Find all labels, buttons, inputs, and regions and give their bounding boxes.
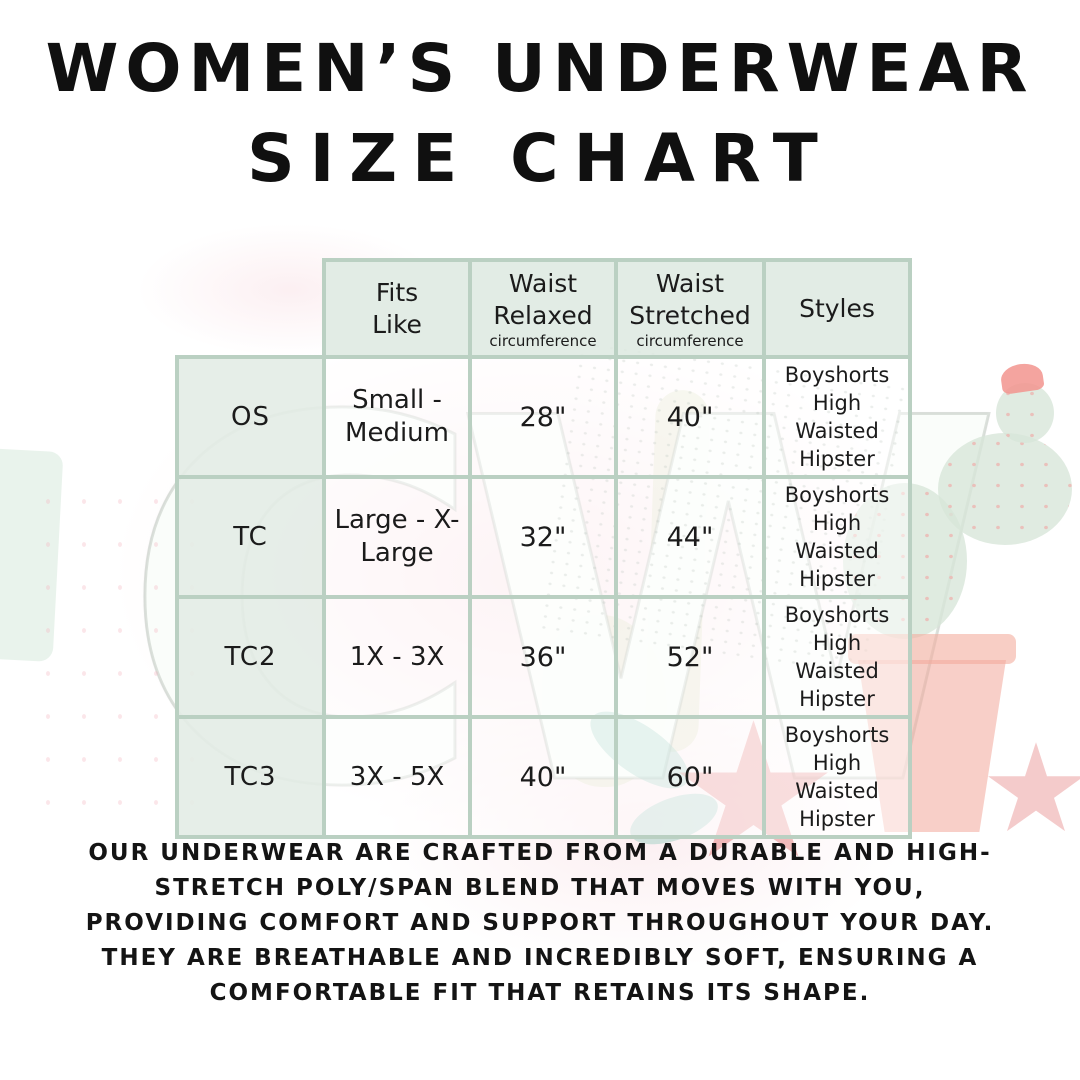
style-item: Boyshorts <box>784 363 890 387</box>
page-title: WOMEN’S UNDERWEAR SIZE CHART <box>0 30 1080 198</box>
fits-like-value: 3X - 5X <box>322 715 472 839</box>
fits-like-value: 1X - 3X <box>322 595 472 719</box>
description-line: COMFORTABLE FIT THAT RETAINS ITS SHAPE. <box>209 980 871 1006</box>
header-row: Fits Like Waist Relaxed circumference Wa… <box>177 258 912 359</box>
header-label: Like <box>372 309 422 339</box>
header-styles: Styles <box>762 258 912 359</box>
waist-stretched-value: 60" <box>614 715 766 839</box>
style-item: High Waisted <box>795 631 879 683</box>
header-sub-label: circumference <box>636 331 744 350</box>
description-line: OUR UNDERWEAR ARE CRAFTED FROM A DURABLE… <box>88 840 992 866</box>
hibiscus-flower <box>988 742 1080 832</box>
header-label: Fits <box>375 277 419 307</box>
table-row-tc3: TC3 3X - 5X 40" 60" Boyshorts High Waist… <box>175 715 912 839</box>
description: OUR UNDERWEAR ARE CRAFTED FROM A DURABLE… <box>0 836 1080 1011</box>
waist-stretched-value: 52" <box>614 595 766 719</box>
size-label: TC2 <box>175 595 326 719</box>
cactus-pad <box>938 433 1072 545</box>
styles-value: Boyshorts High Waisted Hipster <box>762 595 912 719</box>
header-label: Waist <box>655 268 725 298</box>
cactus-pad <box>996 383 1054 443</box>
style-item: Hipster <box>799 687 875 711</box>
header-fits-like: Fits Like <box>322 258 472 359</box>
table-row-os: OS Small - Medium 28" 40" Boyshorts High… <box>175 355 912 479</box>
style-item: Hipster <box>799 567 875 591</box>
header-label: Stretched <box>629 300 751 330</box>
style-item: Hipster <box>799 447 875 471</box>
table-row-tc: TC Large - X-Large 32" 44" Boyshorts Hig… <box>175 475 912 599</box>
description-line: STRETCH POLY/SPAN BLEND THAT MOVES WITH … <box>154 875 926 901</box>
style-item: High Waisted <box>795 511 879 563</box>
size-label: TC <box>175 475 326 599</box>
cactus-flower <box>999 361 1045 395</box>
title-line-2: SIZE CHART <box>247 120 833 197</box>
style-item: Boyshorts <box>784 723 890 747</box>
size-table: Fits Like Waist Relaxed circumference Wa… <box>175 258 912 839</box>
header-label: Styles <box>799 293 875 323</box>
waist-relaxed-value: 28" <box>468 355 618 479</box>
waist-relaxed-value: 36" <box>468 595 618 719</box>
style-item: High Waisted <box>795 391 879 443</box>
description-line: THEY ARE BREATHABLE AND INCREDIBLY SOFT,… <box>101 945 979 971</box>
waist-stretched-value: 40" <box>614 355 766 479</box>
header-waist-relaxed: Waist Relaxed circumference <box>468 258 618 359</box>
size-label: OS <box>175 355 326 479</box>
table-row-tc2: TC2 1X - 3X 36" 52" Boyshorts High Waist… <box>175 595 912 719</box>
style-item: Boyshorts <box>784 483 890 507</box>
size-label: TC3 <box>175 715 326 839</box>
styles-value: Boyshorts High Waisted Hipster <box>762 475 912 599</box>
waist-stretched-value: 44" <box>614 475 766 599</box>
header-label: Relaxed <box>493 300 593 330</box>
style-item: High Waisted <box>795 751 879 803</box>
fits-like-value: Large - X-Large <box>322 475 472 599</box>
waist-relaxed-value: 32" <box>468 475 618 599</box>
header-waist-stretched: Waist Stretched circumference <box>614 258 766 359</box>
title-line-1: WOMEN’S UNDERWEAR <box>45 30 1035 107</box>
styles-value: Boyshorts High Waisted Hipster <box>762 355 912 479</box>
style-item: Boyshorts <box>784 603 890 627</box>
empty-corner-cell <box>177 260 324 357</box>
waist-relaxed-value: 40" <box>468 715 618 839</box>
fits-like-value: Small - Medium <box>322 355 472 479</box>
description-line: PROVIDING COMFORT AND SUPPORT THROUGHOUT… <box>85 910 995 936</box>
styles-value: Boyshorts High Waisted Hipster <box>762 715 912 839</box>
mint-smudge <box>0 448 64 662</box>
style-item: Hipster <box>799 807 875 831</box>
header-label: Waist <box>508 268 578 298</box>
header-sub-label: circumference <box>489 331 597 350</box>
